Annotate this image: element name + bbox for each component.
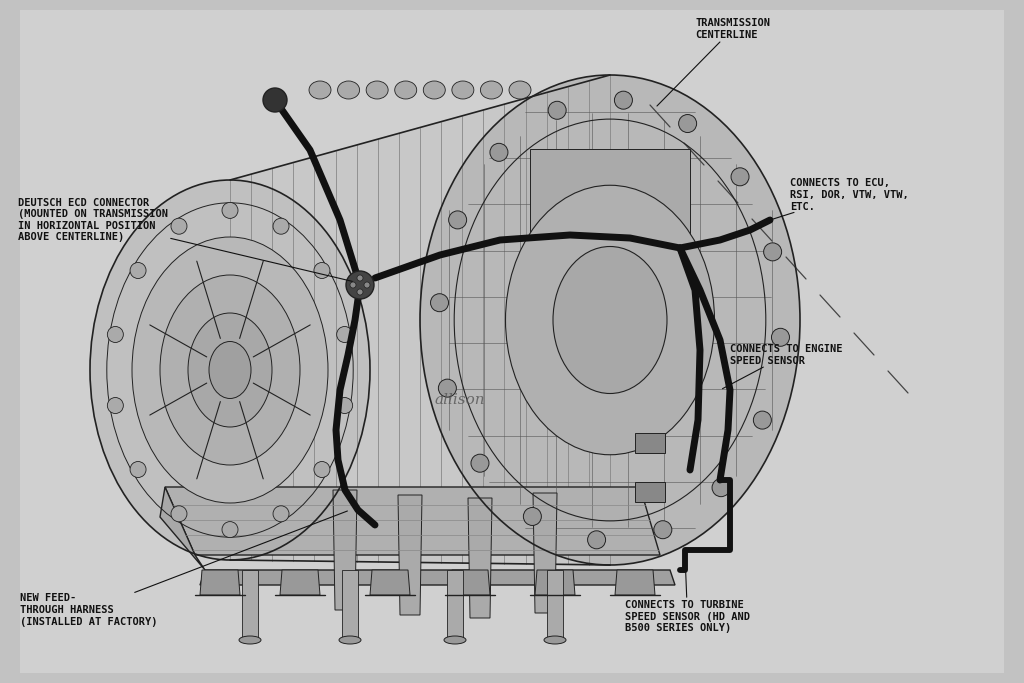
- Text: CONNECTS TO ECU,
RSI, DOR, VTW, VTW,
ETC.: CONNECTS TO ECU, RSI, DOR, VTW, VTW, ETC…: [773, 178, 908, 219]
- Ellipse shape: [239, 636, 261, 644]
- Ellipse shape: [506, 185, 715, 455]
- Polygon shape: [468, 498, 492, 618]
- Circle shape: [314, 462, 330, 477]
- Polygon shape: [242, 570, 258, 640]
- Circle shape: [754, 411, 771, 429]
- Text: TRANSMISSION
CENTERLINE: TRANSMISSION CENTERLINE: [657, 18, 770, 106]
- Circle shape: [108, 398, 123, 413]
- Circle shape: [614, 91, 633, 109]
- Circle shape: [130, 262, 146, 279]
- Circle shape: [273, 506, 289, 522]
- Circle shape: [357, 275, 362, 281]
- Circle shape: [712, 479, 730, 497]
- Text: CONNECTS TO TURBINE
SPEED SENSOR (HD AND
B500 SERIES ONLY): CONNECTS TO TURBINE SPEED SENSOR (HD AND…: [625, 558, 750, 633]
- Polygon shape: [160, 487, 205, 570]
- Ellipse shape: [90, 180, 370, 560]
- Circle shape: [222, 522, 238, 538]
- Ellipse shape: [420, 75, 800, 565]
- Circle shape: [438, 379, 457, 397]
- Circle shape: [350, 282, 356, 288]
- Polygon shape: [447, 570, 463, 640]
- Polygon shape: [230, 75, 610, 565]
- Circle shape: [130, 462, 146, 477]
- Circle shape: [357, 289, 362, 295]
- Circle shape: [771, 329, 790, 346]
- Polygon shape: [200, 570, 675, 585]
- Circle shape: [314, 262, 330, 279]
- Polygon shape: [165, 487, 660, 555]
- Ellipse shape: [132, 237, 328, 503]
- Ellipse shape: [338, 81, 359, 99]
- Circle shape: [654, 520, 672, 539]
- Text: DEUTSCH ECD CONNECTOR
(MOUNTED ON TRANSMISSION
IN HORIZONTAL POSITION
ABOVE CENT: DEUTSCH ECD CONNECTOR (MOUNTED ON TRANSM…: [18, 197, 352, 281]
- Polygon shape: [333, 490, 357, 610]
- Circle shape: [222, 202, 238, 219]
- Ellipse shape: [339, 636, 361, 644]
- Polygon shape: [547, 570, 563, 640]
- Circle shape: [764, 243, 781, 261]
- Circle shape: [171, 218, 187, 234]
- Circle shape: [364, 282, 370, 288]
- Circle shape: [588, 531, 605, 549]
- Ellipse shape: [480, 81, 503, 99]
- Ellipse shape: [444, 636, 466, 644]
- Circle shape: [548, 101, 566, 120]
- Ellipse shape: [553, 247, 667, 393]
- Ellipse shape: [423, 81, 445, 99]
- Circle shape: [337, 398, 352, 413]
- Circle shape: [679, 115, 696, 133]
- Ellipse shape: [160, 275, 300, 465]
- Ellipse shape: [394, 81, 417, 99]
- Text: NEW FEED-
THROUGH HARNESS
(INSTALLED AT FACTORY): NEW FEED- THROUGH HARNESS (INSTALLED AT …: [20, 511, 347, 626]
- Polygon shape: [280, 570, 319, 595]
- Circle shape: [273, 218, 289, 234]
- Ellipse shape: [367, 81, 388, 99]
- Polygon shape: [615, 570, 655, 595]
- Polygon shape: [370, 570, 410, 595]
- Circle shape: [523, 507, 542, 525]
- Ellipse shape: [346, 271, 374, 299]
- Polygon shape: [450, 570, 490, 595]
- Ellipse shape: [509, 81, 531, 99]
- Polygon shape: [398, 495, 422, 615]
- Circle shape: [430, 294, 449, 311]
- Polygon shape: [534, 493, 557, 613]
- Circle shape: [337, 326, 352, 342]
- Ellipse shape: [309, 81, 331, 99]
- Circle shape: [471, 454, 489, 472]
- Circle shape: [108, 326, 123, 342]
- Bar: [635, 482, 665, 501]
- Ellipse shape: [209, 342, 251, 398]
- Ellipse shape: [452, 81, 474, 99]
- Circle shape: [171, 506, 187, 522]
- Polygon shape: [530, 148, 690, 247]
- Ellipse shape: [544, 636, 566, 644]
- Circle shape: [263, 88, 287, 112]
- Polygon shape: [535, 570, 575, 595]
- Text: allison: allison: [434, 393, 485, 407]
- Circle shape: [449, 211, 467, 229]
- Polygon shape: [342, 570, 358, 640]
- Text: CONNECTS TO ENGINE
SPEED SENSOR: CONNECTS TO ENGINE SPEED SENSOR: [723, 344, 843, 389]
- Circle shape: [489, 143, 508, 161]
- Polygon shape: [200, 570, 240, 595]
- Circle shape: [731, 168, 749, 186]
- Ellipse shape: [188, 313, 272, 427]
- Bar: [635, 432, 665, 453]
